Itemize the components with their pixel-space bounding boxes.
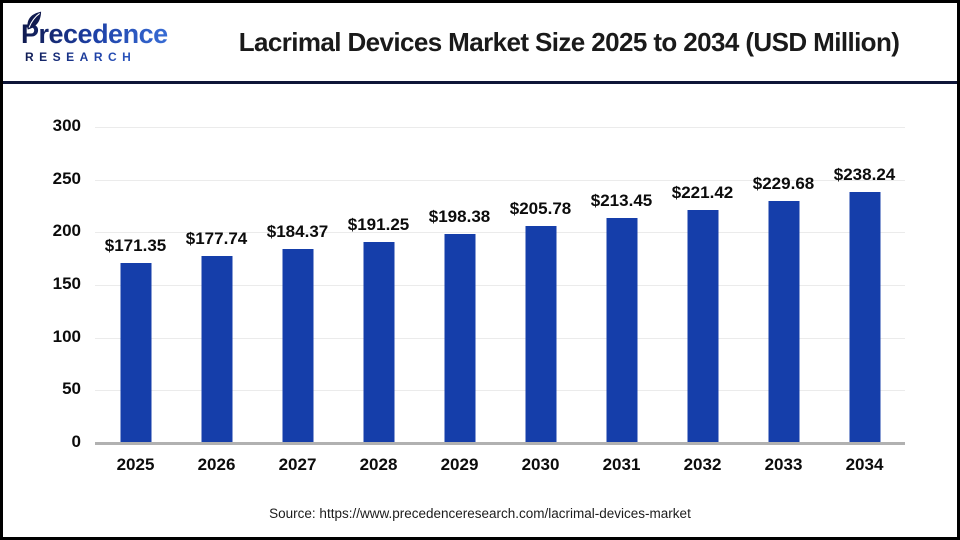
y-tick-label: 150 [52,274,81,293]
bar-value-label: $221.42 [671,182,734,202]
plot-area: $171.35 $177.74 $184.37 $191.25 $198.38 $205.… [95,127,905,445]
chart-title: Lacrimal Devices Market Size 2025 to 203… [238,26,900,57]
bar-column: $205.78 [500,127,581,443]
y-tick-label: 250 [52,168,81,188]
x-tick-label: 2027 [278,455,317,474]
gridline [95,337,905,339]
bar [444,234,475,443]
bar [120,262,151,443]
bar-value-label: $238.24 [833,165,896,185]
precedence-research-logo: Precedence RESEARCH [21,11,181,63]
bar-column: $229.68 [743,127,824,443]
gridline [95,390,905,392]
logo-subtitle: RESEARCH [21,51,181,63]
x-axis-line [95,442,905,445]
bar-value-label: $177.74 [185,228,248,248]
bar-value-label: $191.25 [347,214,410,234]
x-tick-label: 2028 [359,455,398,474]
x-tick-label: 2032 [683,455,722,474]
bar-value-label: $198.38 [428,207,491,227]
bar [201,255,232,443]
bar-column: $198.38 [419,127,500,443]
bar [687,209,718,443]
bar-chart: $171.35 $177.74 $184.37 $191.25 $198.38 $205.… [3,84,957,484]
gridline [95,179,905,181]
bar-column: $177.74 [176,127,257,443]
bar [525,226,556,443]
y-tick-label: 200 [52,221,81,241]
x-tick-label: 2031 [602,455,641,474]
x-tick-label: 2025 [116,455,155,474]
source-citation: Source: https://www.precedenceresearch.c… [269,506,691,521]
bar-value-label: $184.37 [266,221,329,241]
y-tick-label: 0 [71,432,81,451]
x-tick-label: 2034 [845,455,884,474]
header: Precedence RESEARCH Lacrimal Devices Mar… [3,3,957,81]
bar-column: $171.35 [95,127,176,443]
logo-wordmark: Precedence [21,21,181,48]
bar-value-label: $171.35 [104,235,167,255]
x-tick-label: 2033 [764,455,803,474]
bar-value-label: $205.78 [509,199,572,219]
bar [768,201,799,443]
bar-column: $221.42 [662,127,743,443]
bar [849,192,880,443]
header-divider [3,81,957,84]
bar-column: $184.37 [257,127,338,443]
y-tick-label: 300 [52,116,81,135]
bar-value-label: $229.68 [752,174,815,194]
gridline [95,285,905,286]
x-tick-label: 2026 [197,455,236,474]
x-tick-label: 2029 [440,455,479,474]
bar-column: $238.24 [824,127,905,443]
bar [282,248,313,443]
bar [606,218,637,443]
bar-value-label: $213.45 [590,191,653,211]
leaf-icon [27,11,42,30]
gridline [95,127,905,128]
bar [363,241,394,443]
bar-column: $213.45 [581,127,662,443]
x-tick-label: 2030 [521,455,560,474]
y-tick-label: 100 [52,326,81,346]
gridline [95,232,905,234]
bar-column: $191.25 [338,127,419,443]
y-tick-label: 50 [62,379,81,399]
